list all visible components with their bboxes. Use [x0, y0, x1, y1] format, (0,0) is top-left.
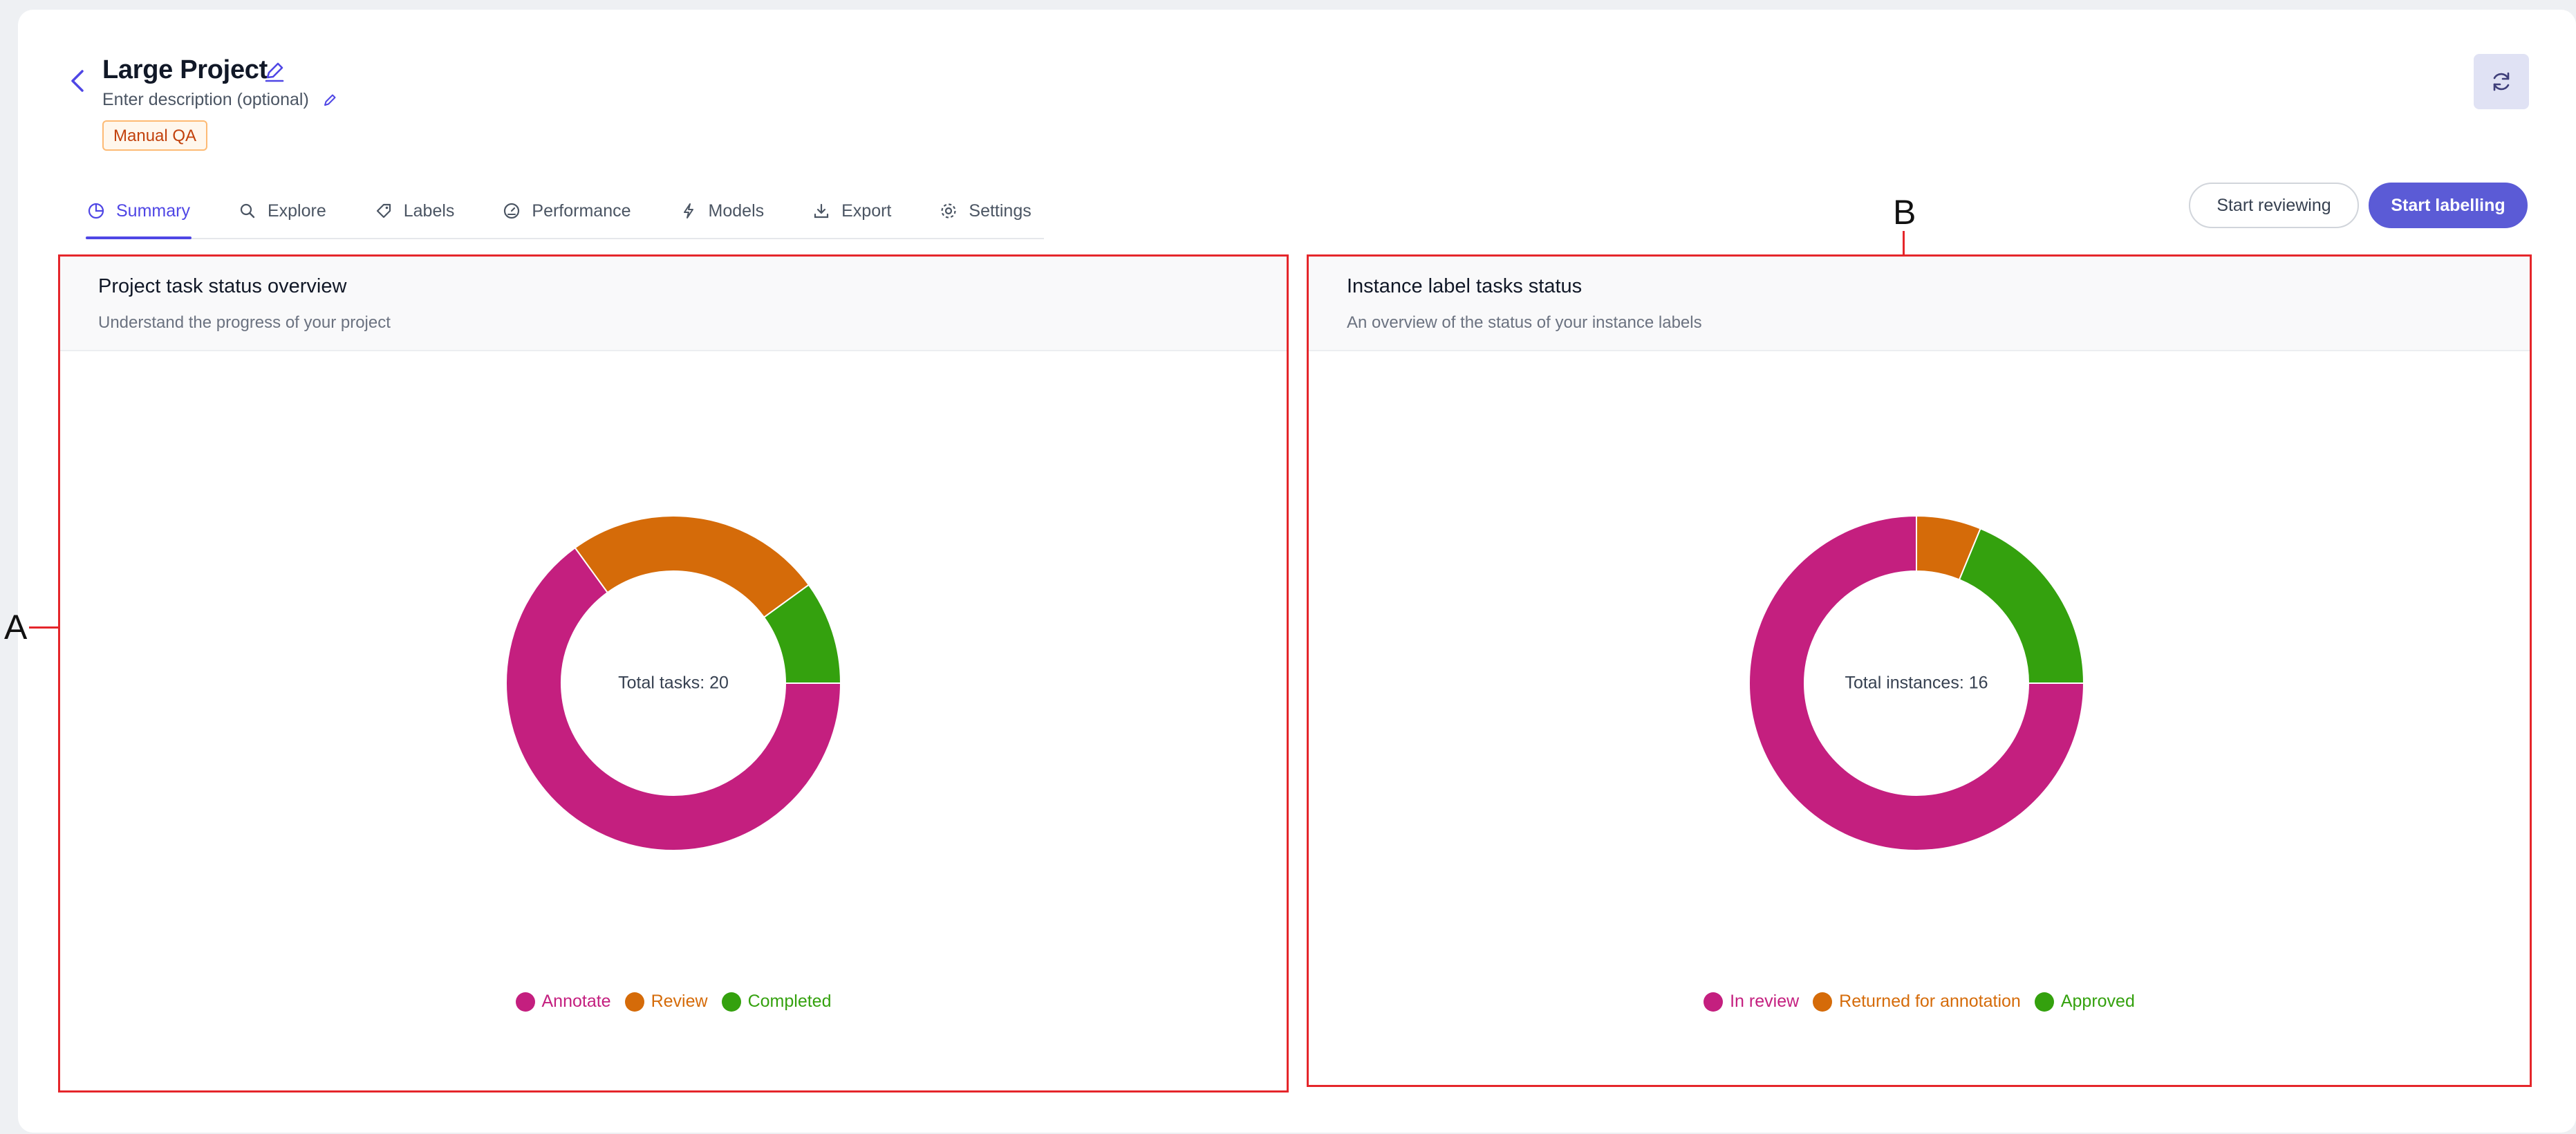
tab-settings[interactable]: Settings	[938, 184, 1032, 238]
pie-chart-icon	[88, 203, 104, 219]
tag-icon	[376, 203, 391, 219]
legend-item[interactable]: In review	[1704, 992, 1799, 1012]
refresh-icon	[2493, 72, 2510, 91]
tab-export[interactable]: Export	[811, 184, 893, 238]
instance-status-donut	[1748, 514, 2085, 851]
legend-swatch	[2034, 992, 2054, 1012]
panel-header: Instance label tasks status An overview …	[1307, 254, 2532, 351]
donut-slice-review[interactable]	[574, 515, 810, 619]
panel-header: Project task status overview Understand …	[58, 254, 1289, 351]
donut-center-label: Total instances: 16	[1845, 673, 1988, 693]
search-icon	[240, 203, 255, 219]
tab-label: Settings	[969, 201, 1032, 221]
legend-label: Returned for annotation	[1839, 992, 2021, 1011]
start-labelling-button[interactable]: Start labelling	[2369, 183, 2528, 228]
legend-label: Completed	[747, 992, 832, 1011]
instance-status-chart: Total instances: 16	[1307, 351, 2532, 1087]
tab-label: Explore	[267, 201, 326, 221]
panel-subtitle: An overview of the status of your instan…	[1347, 313, 1702, 332]
chevron-left-icon	[71, 70, 84, 92]
chart-legend: Annotate Review Completed	[58, 992, 1289, 1012]
legend-item[interactable]: Annotate	[515, 992, 611, 1012]
project-description[interactable]: Enter description (optional)	[102, 90, 309, 109]
lightning-icon	[683, 203, 693, 219]
instance-status-panel: Instance label tasks status An overview …	[1307, 254, 2532, 1087]
legend-item[interactable]: Approved	[2034, 992, 2135, 1012]
project-title: Large Project	[102, 55, 268, 84]
panel-subtitle: Understand the progress of your project	[98, 313, 391, 332]
legend-label: Approved	[2060, 992, 2135, 1011]
chart-legend: In review Returned for annotation Approved	[1307, 992, 2532, 1012]
tab-summary[interactable]: Summary	[86, 184, 192, 239]
edit-title-icon[interactable]	[263, 59, 286, 83]
legend-swatch	[721, 992, 741, 1012]
legend-item[interactable]: Returned for annotation	[1813, 992, 2021, 1012]
download-icon	[814, 203, 829, 219]
start-reviewing-button[interactable]: Start reviewing	[2189, 183, 2359, 228]
legend-swatch	[1704, 992, 1724, 1012]
project-tabs: Summary Explore Labels Performance Model…	[86, 184, 1044, 239]
tab-labels[interactable]: Labels	[373, 184, 456, 238]
back-button[interactable]	[68, 69, 87, 93]
task-status-panel: Project task status overview Understand …	[58, 254, 1289, 1093]
task-status-donut	[505, 515, 842, 851]
refresh-button[interactable]	[2474, 54, 2529, 109]
tab-models[interactable]: Models	[678, 184, 766, 238]
donut-slice-in-review[interactable]	[1748, 514, 2085, 851]
legend-swatch	[624, 992, 644, 1012]
gauge-icon	[504, 203, 520, 219]
tab-label: Export	[841, 201, 892, 221]
legend-item[interactable]: Review	[624, 992, 708, 1012]
legend-label: Annotate	[541, 992, 611, 1011]
donut-slice-annotate[interactable]	[505, 546, 842, 851]
annotation-label-b: B	[1893, 193, 1916, 232]
edit-description-icon[interactable]	[322, 91, 339, 108]
annotation-leader-a	[29, 626, 58, 629]
tab-label: Labels	[403, 201, 455, 221]
workflow-badge: Manual QA	[102, 120, 208, 151]
legend-item[interactable]: Completed	[721, 992, 832, 1012]
panel-title: Instance label tasks status	[1347, 275, 1583, 297]
legend-swatch	[515, 992, 535, 1012]
gear-icon	[941, 203, 956, 219]
donut-slice-approved[interactable]	[1958, 528, 2085, 684]
panel-title: Project task status overview	[98, 275, 347, 297]
task-status-chart: Total tasks: 20	[58, 351, 1289, 1093]
tab-label: Models	[708, 201, 765, 221]
legend-label: Review	[651, 992, 708, 1011]
tab-performance[interactable]: Performance	[501, 184, 632, 238]
annotation-label-a: A	[4, 608, 28, 647]
tab-label: Summary	[116, 201, 190, 221]
donut-slice-completed[interactable]	[763, 584, 842, 684]
donut-center-label: Total tasks: 20	[618, 673, 729, 693]
annotation-leader-b	[1903, 231, 1905, 254]
legend-swatch	[1813, 992, 1833, 1012]
tab-label: Performance	[532, 201, 631, 221]
legend-label: In review	[1730, 992, 1800, 1011]
tab-explore[interactable]: Explore	[237, 184, 328, 238]
